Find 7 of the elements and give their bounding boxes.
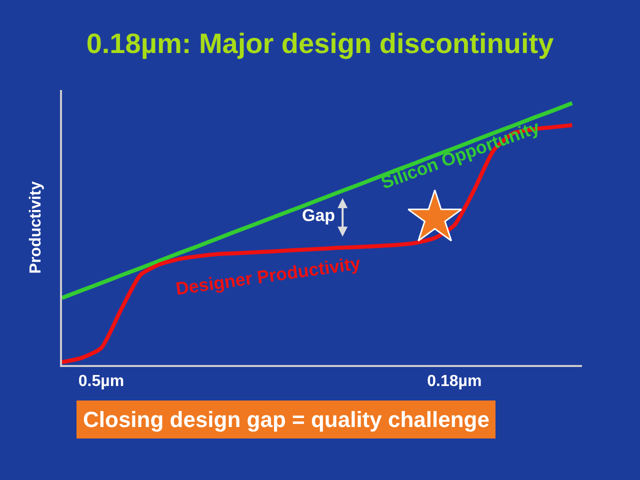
text: Closing design gap = quality challenge [83, 407, 490, 432]
annotation: Gap [302, 206, 336, 225]
x-tick-label: 0.18µm [427, 373, 482, 390]
text: Designer Productivity [174, 253, 362, 299]
chart-title: 0.18µm: Major design discontinuity [86, 28, 554, 60]
x-tick-label: 0.5µm [78, 373, 124, 390]
y-axis-title: Productivity [27, 181, 44, 274]
